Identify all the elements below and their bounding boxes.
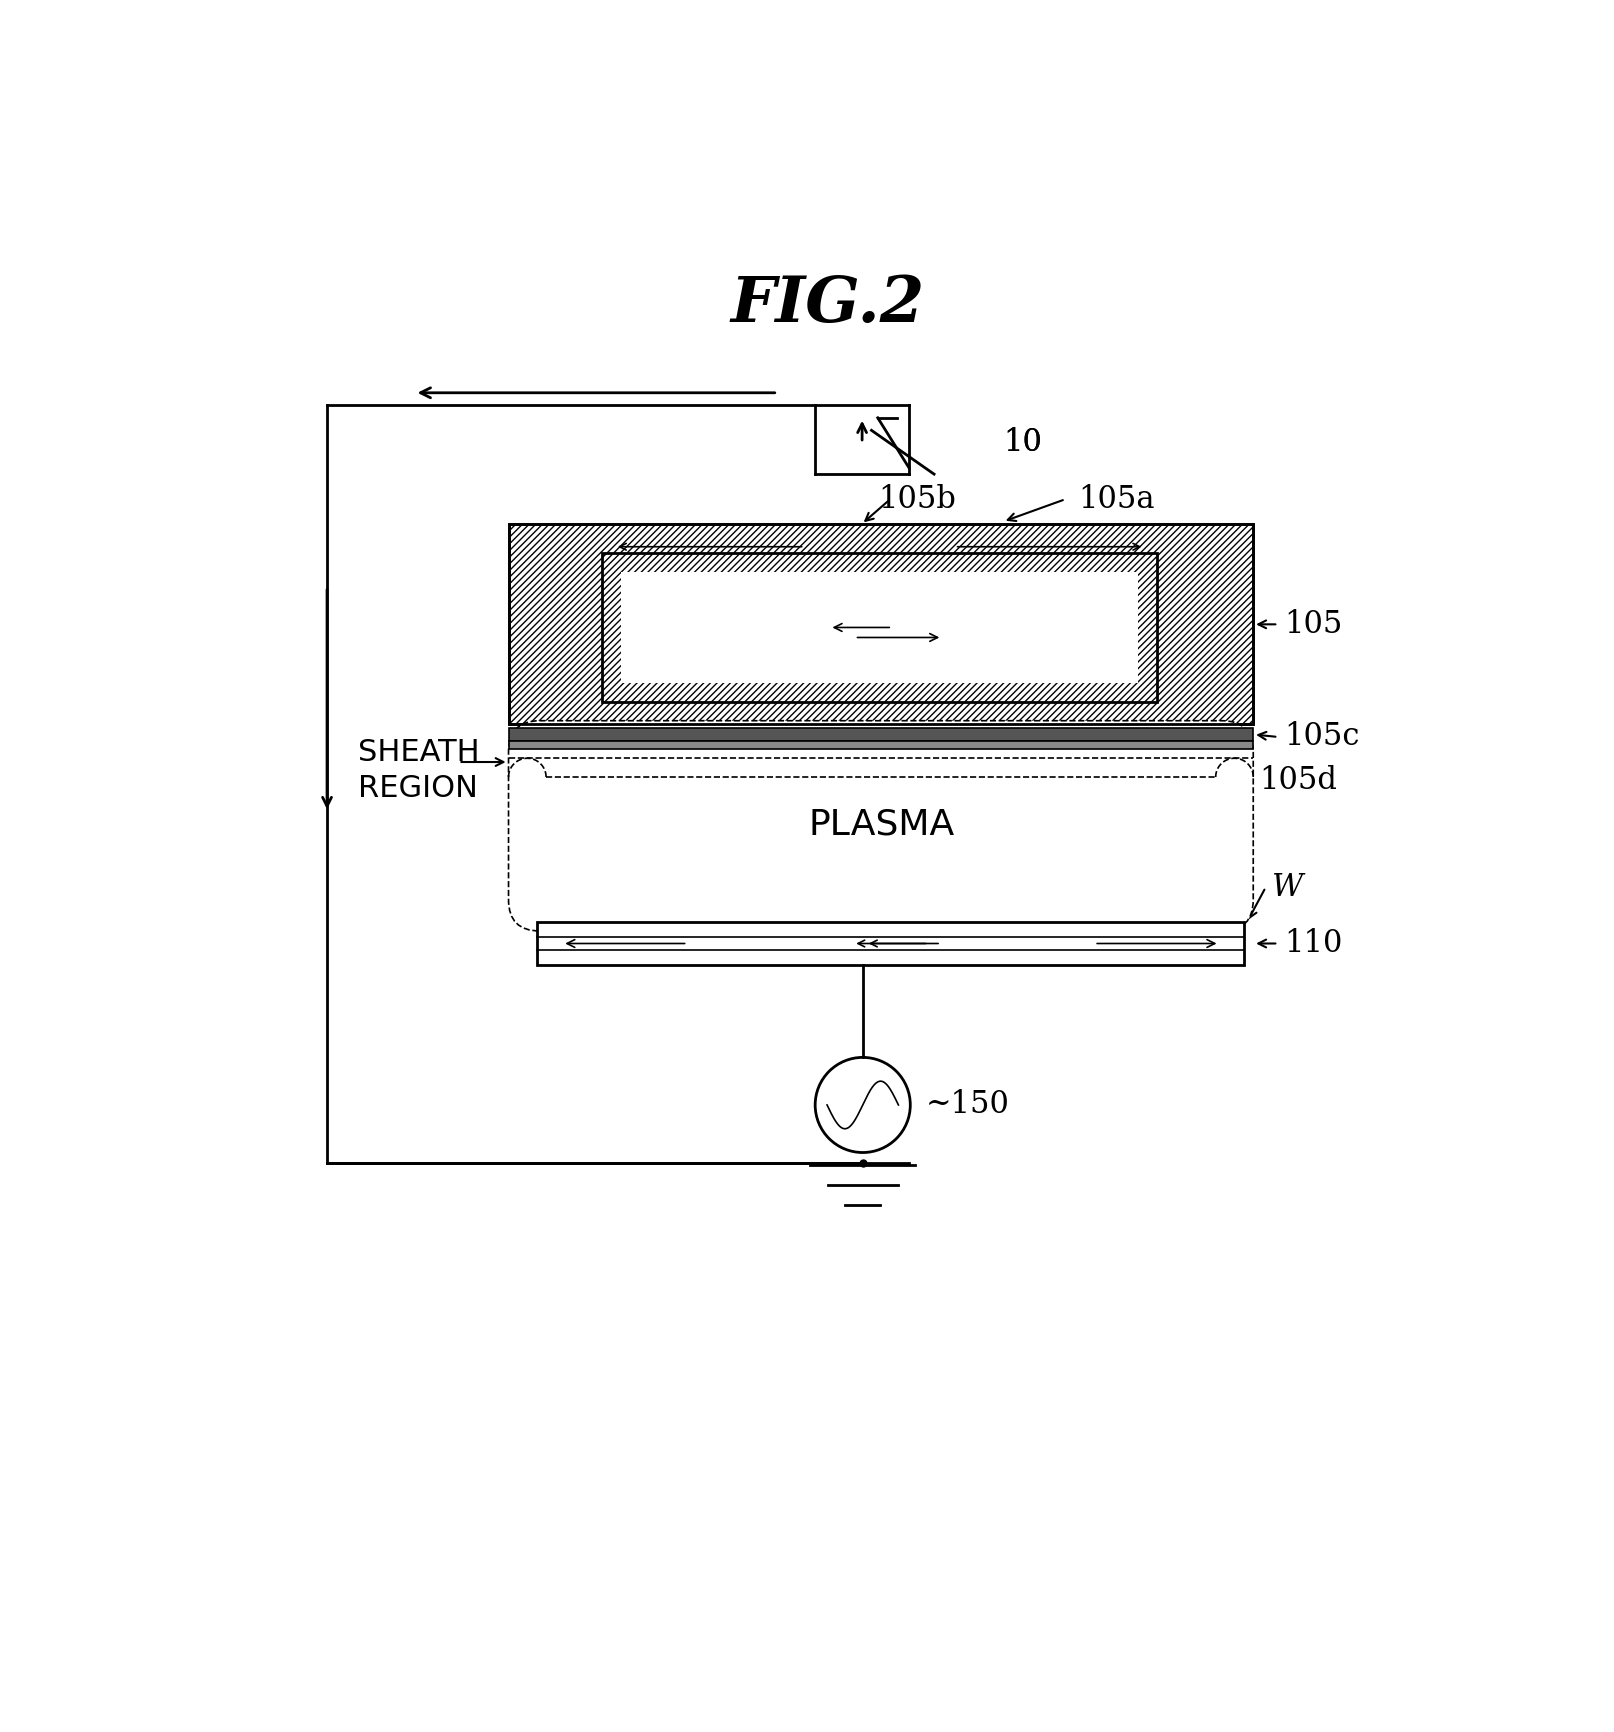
Text: PLASMA: PLASMA [809,807,954,842]
Text: 105c: 105c [1283,722,1359,752]
Text: 105a: 105a [1078,483,1154,514]
Text: SHEATH
REGION: SHEATH REGION [358,738,479,804]
Text: W: W [1272,871,1302,902]
Bar [508,525,1252,724]
Bar [621,572,1138,682]
Bar [537,921,1244,965]
Text: 10: 10 [1002,428,1041,459]
Text: 10: 10 [1002,428,1041,459]
Text: ~150: ~150 [925,1089,1009,1121]
Bar [508,741,1252,750]
Text: 105b: 105b [878,483,955,514]
Text: FIG.2: FIG.2 [730,274,925,336]
Text: 110: 110 [1283,928,1343,960]
Bar [508,525,1252,724]
Text: 105: 105 [1283,610,1343,639]
Bar [602,553,1156,701]
Text: 105d: 105d [1259,766,1336,797]
FancyBboxPatch shape [508,721,1252,932]
Bar [602,553,1156,701]
Bar [602,553,1156,701]
Bar [508,727,1252,741]
